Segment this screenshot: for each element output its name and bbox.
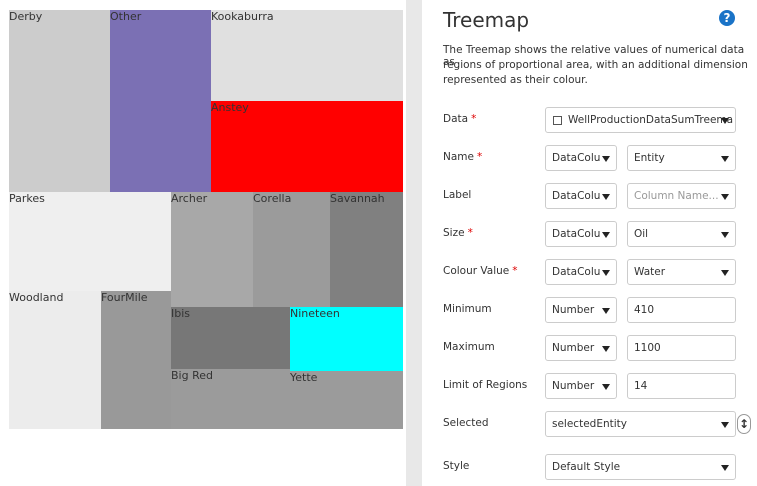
treemap-region[interactable]: Corella	[253, 192, 330, 307]
treemap-region[interactable]: Big Red	[171, 369, 290, 429]
dropdown-arrow	[602, 346, 610, 352]
control-text: Default Style	[552, 461, 621, 473]
small-select[interactable]: DataColu	[545, 221, 617, 247]
control-text: DataColu	[552, 152, 601, 164]
dropdown-arrow	[602, 194, 610, 200]
field-label: Limit of Regions	[443, 379, 527, 391]
small-select[interactable]: Number	[545, 297, 617, 323]
required-mark: *	[471, 113, 477, 125]
dropdown-arrow	[721, 465, 729, 471]
resize-icon[interactable]: ↕	[737, 414, 751, 434]
dropdown-arrow	[721, 422, 729, 428]
dropdown-arrow	[721, 118, 729, 124]
control-text: 1100	[634, 342, 661, 354]
small-select[interactable]: Number	[545, 335, 617, 361]
description: represented as their colour.	[443, 74, 588, 86]
dropdown-arrow	[602, 232, 610, 238]
field-label: Data *	[443, 113, 476, 125]
field-label: Selected	[443, 417, 489, 429]
field-label: Label	[443, 189, 471, 201]
input[interactable]: 14	[627, 373, 736, 399]
control-text: 410	[634, 304, 655, 316]
control-text: Number	[552, 304, 595, 316]
treemap-region[interactable]: Ibis	[171, 307, 290, 369]
small-select[interactable]: DataColu	[545, 183, 617, 209]
treemap-region[interactable]: FourMile	[101, 291, 171, 429]
control-text: Oil	[634, 228, 649, 240]
dropdown-arrow	[721, 156, 729, 162]
label-text: Limit of Regions	[443, 379, 528, 391]
placeholder-select[interactable]: Column Name...	[627, 183, 736, 209]
control-text: Number	[552, 342, 595, 354]
label-text: Size	[443, 227, 465, 239]
input[interactable]: 1100	[627, 335, 736, 361]
small-select[interactable]: Number	[545, 373, 617, 399]
help-icon[interactable]: ?	[719, 10, 735, 26]
control-text: DataColu	[552, 228, 601, 240]
control-text: WellProductionDataSumTreema	[568, 114, 734, 126]
wide-select[interactable]: WellProductionDataSumTreema	[545, 107, 736, 133]
label-text: Maximum	[443, 341, 495, 353]
label-text: Style	[443, 460, 470, 472]
dropdown-arrow	[721, 194, 729, 200]
required-mark: *	[512, 265, 518, 277]
control-text: Number	[552, 380, 595, 392]
treemap-region[interactable]: Yette	[290, 371, 403, 429]
treemap-region[interactable]: Kookaburra	[211, 10, 403, 101]
splitter	[406, 0, 422, 486]
wide-select[interactable]: selectedEntity	[545, 411, 736, 437]
table-icon	[553, 116, 562, 125]
label-text: Minimum	[443, 303, 492, 315]
input[interactable]: 410	[627, 297, 736, 323]
treemap-region[interactable]: Derby	[9, 10, 110, 192]
field-label: Name *	[443, 151, 482, 163]
dropdown-arrow	[602, 156, 610, 162]
label-text: Colour Value	[443, 265, 510, 277]
field-label: Minimum	[443, 303, 492, 315]
field-label: Maximum	[443, 341, 495, 353]
dropdown-arrow	[602, 308, 610, 314]
control-text: selectedEntity	[552, 418, 627, 430]
control-text: Water	[634, 266, 666, 278]
treemap-region[interactable]: Savannah	[330, 192, 403, 307]
small-select[interactable]: DataColu	[545, 259, 617, 285]
label-text: Data	[443, 113, 469, 125]
select[interactable]: Entity	[627, 145, 736, 171]
description: The Treemap shows the relative values of…	[443, 44, 745, 68]
dropdown-arrow	[721, 232, 729, 238]
treemap-region[interactable]: Other	[110, 10, 211, 192]
description: regions of proportional area, with an ad…	[443, 59, 748, 71]
dropdown-arrow	[602, 270, 610, 276]
control-text: 14	[634, 380, 648, 392]
select[interactable]: Oil	[627, 221, 736, 247]
required-mark: *	[467, 227, 473, 239]
dropdown-arrow	[602, 384, 610, 390]
label-text: Name	[443, 151, 474, 163]
control-text: DataColu	[552, 190, 601, 202]
wide-select[interactable]: Default Style	[545, 454, 736, 480]
panel-title: Treemap	[443, 8, 530, 32]
field-label: Colour Value *	[443, 265, 518, 277]
label-text: Label	[443, 189, 472, 201]
field-label: Style	[443, 460, 469, 472]
control-text: DataColu	[552, 266, 601, 278]
label-text: Selected	[443, 417, 489, 429]
treemap-region[interactable]: Archer	[171, 192, 253, 307]
select[interactable]: Water	[627, 259, 736, 285]
required-mark: *	[476, 151, 483, 163]
control-text: Entity	[634, 152, 665, 164]
treemap-region[interactable]: Nineteen	[290, 307, 403, 371]
treemap-region[interactable]: Anstey	[211, 101, 403, 192]
control-text: Column Name...	[634, 190, 719, 202]
field-label: Size *	[443, 227, 473, 239]
treemap-region[interactable]: Parkes	[9, 192, 171, 291]
small-select[interactable]: DataColu	[545, 145, 617, 171]
treemap-region[interactable]: Woodland	[9, 291, 101, 429]
dropdown-arrow	[721, 270, 729, 276]
